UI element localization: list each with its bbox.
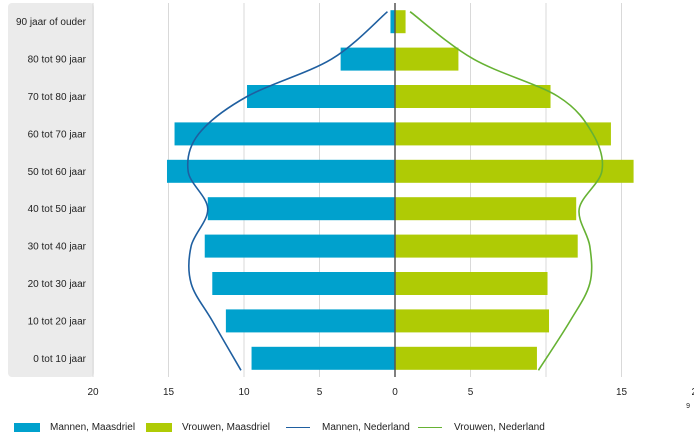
category-label: 80 tot 90 jaar xyxy=(28,55,87,66)
bar-mannen xyxy=(212,272,395,295)
category-label: 0 tot 10 jaar xyxy=(33,354,86,365)
bars xyxy=(167,10,634,370)
bar-mannen xyxy=(341,48,395,71)
category-label: 60 tot 70 jaar xyxy=(28,129,87,140)
legend-swatch-vrouwen-nederland xyxy=(418,427,442,428)
x-tick-label: 0 xyxy=(392,387,398,398)
category-label: 70 tot 80 jaar xyxy=(28,92,87,103)
bar-vrouwen xyxy=(395,85,551,108)
bar-vrouwen xyxy=(395,197,576,220)
legend-swatch-mannen-nederland xyxy=(286,427,310,428)
bar-mannen xyxy=(167,160,395,183)
bar-vrouwen xyxy=(395,10,406,33)
legend-item-vrouwen-maasdriel: Vrouwen, Maasdriel xyxy=(146,418,270,436)
bar-vrouwen xyxy=(395,48,458,71)
x-tick-label: 5 xyxy=(468,387,474,398)
legend: Mannen, Maasdriel Vrouwen, Maasdriel Man… xyxy=(0,418,694,436)
bar-mannen xyxy=(247,85,395,108)
legend-item-mannen-maasdriel: Mannen, Maasdriel xyxy=(14,418,135,436)
legend-item-vrouwen-nederland: Vrouwen, Nederland xyxy=(418,418,545,436)
x-tick-label: 5 xyxy=(317,387,323,398)
legend-swatch-mannen-maasdriel xyxy=(14,423,40,432)
category-label: 50 tot 60 jaar xyxy=(28,167,87,178)
x-tick-label: 15 xyxy=(163,387,175,398)
bar-mannen xyxy=(252,347,395,370)
legend-swatch-vrouwen-maasdriel xyxy=(146,423,172,432)
legend-label-vrouwen-nederland: Vrouwen, Nederland xyxy=(454,422,545,433)
legend-item-mannen-nederland: Mannen, Nederland xyxy=(286,418,410,436)
x-tick-label: 10 xyxy=(238,387,250,398)
bar-vrouwen xyxy=(395,235,578,258)
bar-mannen xyxy=(208,197,395,220)
category-label: 90 jaar of ouder xyxy=(16,17,87,28)
legend-label-vrouwen-maasdriel: Vrouwen, Maasdriel xyxy=(182,422,270,433)
legend-label-mannen-nederland: Mannen, Nederland xyxy=(322,422,410,433)
corner-note: 9 xyxy=(686,403,690,410)
bar-mannen xyxy=(175,122,395,145)
bar-mannen xyxy=(226,309,395,332)
x-tick-label: 15 xyxy=(616,387,628,398)
x-tick-label: 20 xyxy=(87,387,99,398)
category-label: 40 tot 50 jaar xyxy=(28,204,87,215)
category-label: 20 tot 30 jaar xyxy=(28,279,87,290)
bar-vrouwen xyxy=(395,309,549,332)
x-axis-ticks: 2015105051520 xyxy=(87,387,694,398)
category-label: 10 tot 20 jaar xyxy=(28,316,87,327)
legend-label-mannen-maasdriel: Mannen, Maasdriel xyxy=(50,422,135,433)
bar-vrouwen xyxy=(395,347,537,370)
bar-mannen xyxy=(205,235,395,258)
bar-vrouwen xyxy=(395,272,548,295)
bar-vrouwen xyxy=(395,122,611,145)
category-label: 30 tot 40 jaar xyxy=(28,242,87,253)
